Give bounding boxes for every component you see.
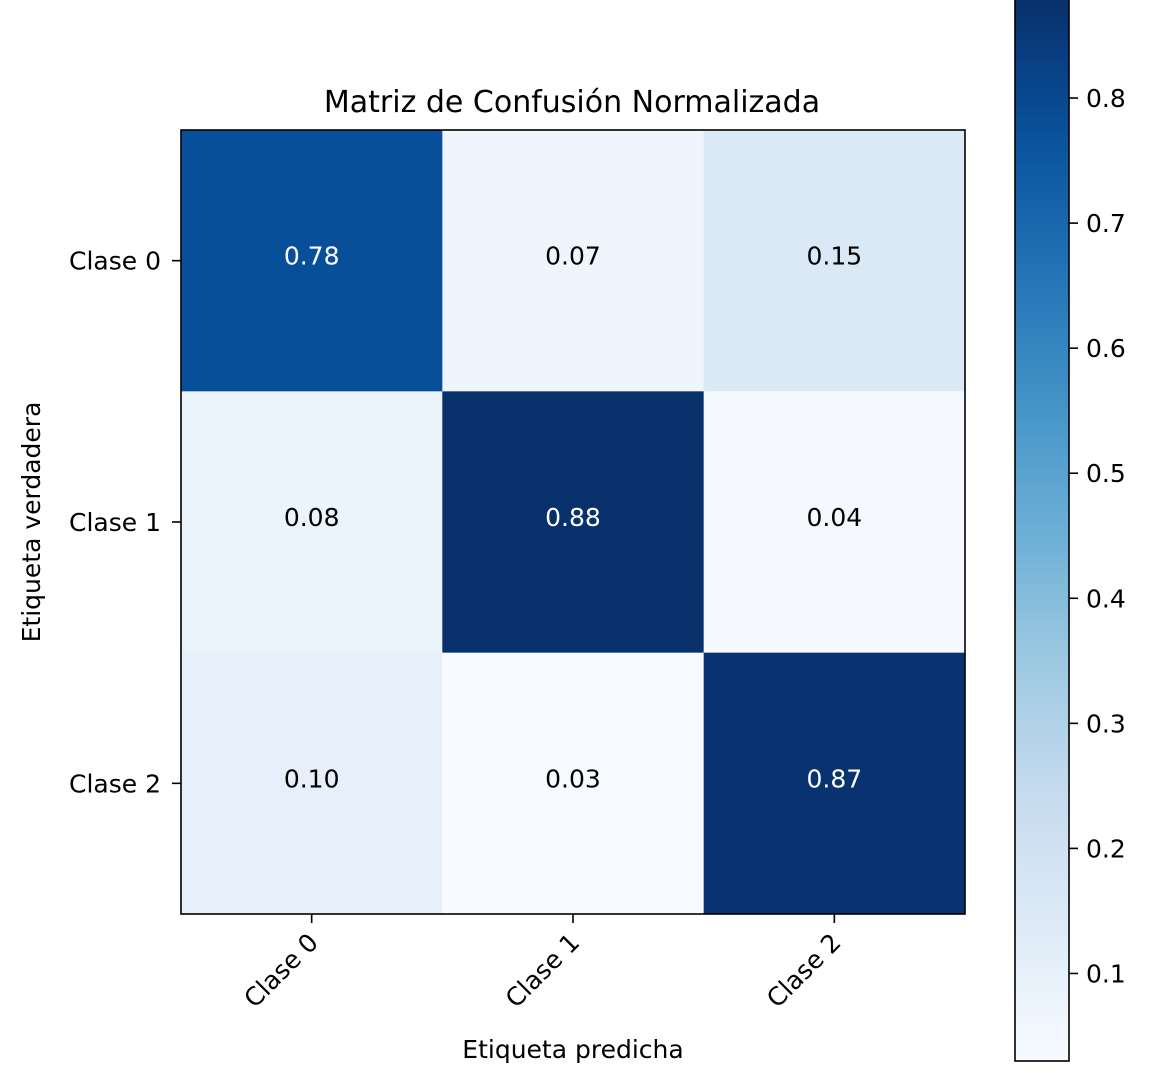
y-axis-label: Etiqueta verdadera [17,402,46,643]
heatmap-cell [442,130,705,392]
colorbar-ticks: 0.1 0.2 0.3 0.4 0.5 0.6 0.7 0.8 [1069,84,1126,988]
colorbar [1014,0,1070,1062]
colorbar-tick-label: 0.6 [1086,334,1126,363]
heatmap-cell [442,391,705,654]
heatmap-cell [181,391,443,654]
cell-value-label: 0.07 [545,242,601,271]
cell-value-label: 0.08 [284,503,340,532]
colorbar-tick-label: 0.2 [1086,834,1126,863]
y-tick-label: Clase 2 [69,769,161,798]
cell-value-label: 0.87 [806,764,862,793]
y-tick-label: Clase 1 [69,508,161,537]
heatmap-cell [703,391,966,654]
colorbar-tick-label: 0.8 [1086,84,1126,113]
cell-value-label: 0.04 [806,503,862,532]
colorbar-tick-label: 0.1 [1086,959,1126,988]
heatmap-cells [181,130,966,915]
chart-title: Matriz de Confusión Normalizada [324,85,820,120]
heatmap-cell [703,130,966,392]
x-axis-label: Etiqueta predicha [462,1035,683,1064]
heatmap-cell [442,652,705,915]
heatmap-cell [703,652,966,915]
colorbar-tick-label: 0.7 [1086,209,1126,238]
cell-value-label: 0.03 [545,764,601,793]
cell-value-label: 0.10 [284,764,340,793]
y-axis-ticks: Clase 0 Clase 1 Clase 2 [69,247,181,798]
y-tick-label: Clase 0 [69,247,161,276]
heatmap-value-labels: 0.78 0.07 0.15 0.08 0.88 0.04 0.10 0.03 0.87 [284,242,862,794]
cell-value-label: 0.15 [806,242,862,271]
cell-value-label: 0.88 [545,503,601,532]
colorbar-tick-label: 0.3 [1086,709,1126,738]
colorbar-tick-label: 0.5 [1086,459,1126,488]
colorbar-tick-label: 0.4 [1086,584,1126,613]
cell-value-label: 0.78 [284,242,340,271]
heatmap-cell [181,652,443,915]
heatmap-cell [181,130,443,392]
